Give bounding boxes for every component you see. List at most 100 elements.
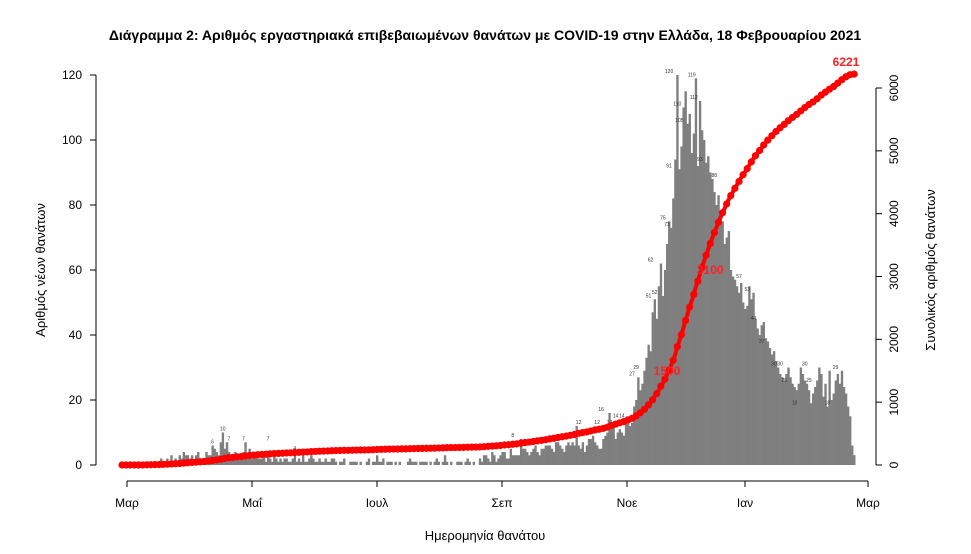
bar [814, 387, 817, 465]
bar [437, 461, 441, 465]
bar [663, 270, 667, 465]
bar [376, 455, 379, 465]
bar [254, 455, 258, 465]
bar [748, 286, 751, 465]
bar [756, 328, 759, 465]
bar [606, 432, 609, 465]
cumulative-point [694, 277, 702, 285]
bar [742, 302, 745, 465]
bar [445, 461, 449, 465]
bar-value-label: 7 [228, 436, 231, 442]
bar [367, 458, 371, 465]
bar [822, 396, 825, 465]
bar [332, 458, 336, 465]
bar [635, 400, 638, 465]
bar [762, 322, 766, 465]
bar [700, 130, 704, 465]
left-axis-tick-label: 20 [69, 393, 83, 407]
bar [277, 461, 280, 465]
bar [534, 445, 537, 465]
bar-value-label: 53 [744, 287, 750, 293]
bar [626, 419, 630, 465]
bar [789, 377, 792, 465]
bar [306, 461, 309, 465]
bar [497, 458, 500, 465]
left-axis-tick-label: 80 [69, 198, 83, 212]
bar [659, 263, 663, 465]
bar [844, 393, 848, 465]
bar [507, 458, 510, 465]
x-axis-tick-label: Μαρ [856, 496, 880, 510]
bar [725, 237, 728, 465]
bar [359, 461, 362, 465]
x-axis-tick-label: Μαρ [115, 496, 139, 510]
bar [433, 461, 436, 465]
cumulative-point [747, 158, 755, 166]
right-axis-tick-label: 0 [887, 461, 901, 468]
bar [501, 452, 504, 465]
bar [480, 461, 484, 465]
bar [322, 461, 325, 465]
bar [554, 442, 558, 465]
bar [415, 461, 418, 465]
bar [834, 380, 837, 465]
left-axis-tick-label: 60 [69, 263, 83, 277]
left-y-axis: 0 20 40 60 80 100 120 [62, 68, 97, 472]
bar [581, 442, 585, 465]
cumulative-point [751, 152, 760, 160]
bar [809, 403, 813, 465]
bar [522, 448, 525, 465]
bar [688, 114, 691, 465]
bar [269, 458, 272, 465]
bar [618, 429, 622, 465]
bar [709, 172, 712, 465]
bar [812, 393, 815, 465]
bar [443, 455, 447, 465]
bar [678, 169, 681, 465]
bar [513, 455, 517, 465]
bar [238, 458, 241, 465]
cumulative-point [661, 375, 669, 383]
bar [482, 455, 486, 465]
bar [544, 445, 547, 465]
bar [721, 221, 724, 465]
cumulative-line-group [118, 70, 858, 469]
bar [643, 370, 646, 465]
x-axis-label: Ημερομηνία θανάτου [425, 528, 546, 543]
bar [413, 461, 416, 465]
cumulative-point [686, 303, 694, 311]
left-axis-tick-label: 0 [75, 458, 82, 472]
chart-title: Διάγραμμα 2: Αριθμός εργαστηριακά επιβεβ… [109, 27, 861, 43]
bar [766, 341, 770, 465]
cumulative-point [673, 343, 681, 351]
bar [569, 445, 572, 465]
bar [314, 461, 317, 465]
bar [538, 455, 541, 465]
bar [651, 312, 654, 465]
bar-value-label: 14 [619, 414, 625, 420]
bar [624, 422, 628, 465]
bar-value-label: 75 [660, 215, 666, 221]
bar [665, 244, 669, 465]
bar [637, 377, 640, 465]
cumulative-point [665, 366, 673, 374]
cumulative-point [681, 316, 690, 325]
bar [509, 448, 513, 465]
bar [750, 299, 753, 465]
bar [594, 442, 597, 465]
bar [612, 426, 615, 465]
bar [182, 452, 186, 465]
bar [349, 461, 352, 465]
bar [754, 318, 757, 465]
bar [472, 461, 476, 465]
cumulative-point [706, 239, 714, 248]
bar [308, 458, 311, 465]
bar [608, 413, 611, 465]
bar [575, 426, 578, 465]
cumulative-point [690, 290, 698, 299]
bar [353, 461, 356, 465]
bar-value-label: 30 [777, 362, 783, 368]
bar [696, 166, 700, 465]
bar [275, 458, 278, 465]
